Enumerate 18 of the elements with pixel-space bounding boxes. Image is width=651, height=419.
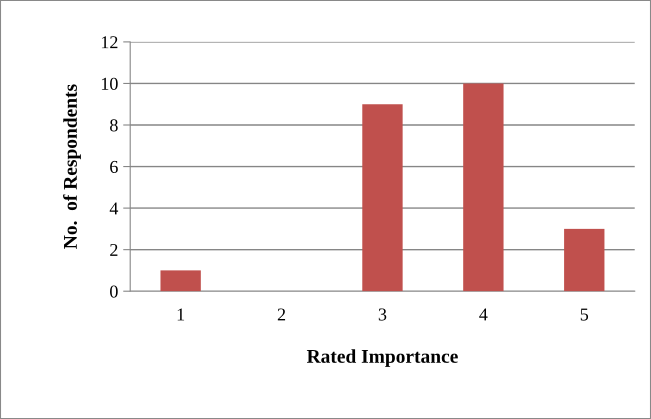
y-axis-title: No. of Respondents	[63, 84, 81, 249]
bar	[463, 83, 504, 292]
bar	[564, 228, 604, 292]
x-axis-title: Rated Importance	[306, 349, 458, 367]
y-tick-label: 4	[110, 202, 118, 214]
x-tick-label: 2	[278, 308, 286, 320]
x-tick-label: 3	[378, 308, 386, 321]
y-tick-label: 10	[102, 78, 118, 90]
y-tick-label: 12	[102, 36, 118, 48]
bar	[362, 104, 403, 292]
y-tick-label: 2	[110, 244, 118, 256]
x-tick-label: 5	[580, 308, 588, 321]
y-tick-label: 6	[110, 160, 118, 173]
y-tick-label: 0	[110, 285, 118, 298]
x-tick-label: 1	[178, 308, 184, 320]
bar	[160, 270, 201, 292]
x-tick-label: 4	[479, 308, 488, 320]
y-tick-label: 8	[110, 119, 118, 132]
